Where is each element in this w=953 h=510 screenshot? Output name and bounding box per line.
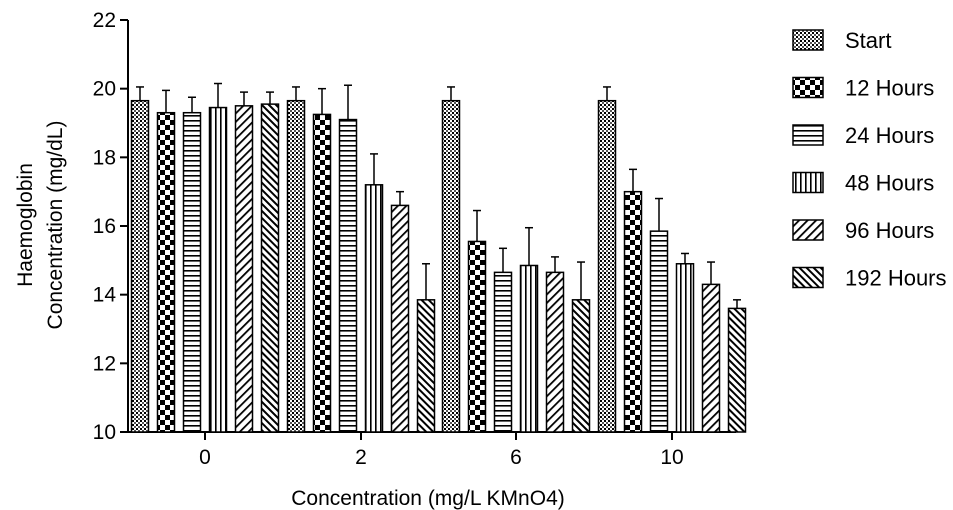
legend-swatch: [792, 266, 824, 289]
legend-item: 192 Hours: [792, 266, 947, 291]
bar: [130, 99, 150, 433]
error-bar: [266, 91, 274, 105]
y-tick-label: 14: [93, 284, 117, 307]
error-bar: [447, 86, 455, 101]
bar: [727, 307, 747, 433]
x-tick-label: 0: [199, 446, 211, 469]
bar: [390, 204, 410, 433]
error-bar: [473, 209, 481, 242]
y-tick-label: 22: [93, 9, 116, 32]
ticks-layer: 10 12 14 16 18 20 22 0 2 6 10: [93, 9, 684, 469]
error-bar: [603, 86, 611, 101]
legend-label: Start: [845, 28, 891, 53]
bar: [182, 111, 202, 433]
legend-swatch: [792, 219, 824, 241]
error-bar: [162, 89, 170, 113]
error-bar: [240, 91, 248, 106]
x-axis-title: Concentration (mg/L KMnO4): [291, 487, 565, 510]
legend-item: 12 Hours: [792, 76, 934, 101]
legend-swatch: [792, 76, 824, 99]
bar: [623, 190, 643, 433]
legend-item: 96 Hours: [792, 218, 934, 243]
legend-label: 24 Hours: [845, 123, 934, 148]
error-bar: [551, 256, 559, 273]
legend-label: 96 Hours: [845, 218, 934, 243]
error-bar: [707, 261, 715, 285]
bar: [545, 271, 565, 433]
bar: [156, 111, 176, 433]
error-bars-layer: [136, 82, 741, 309]
bar: [675, 263, 695, 433]
bar: [364, 184, 384, 433]
legend-item: 48 Hours: [792, 171, 934, 196]
bar: [493, 271, 513, 433]
error-bar: [681, 252, 689, 264]
legend-item: Start: [792, 28, 891, 53]
bar: [234, 105, 254, 433]
bar: [649, 230, 669, 433]
bar: [441, 99, 461, 433]
error-bar: [370, 153, 378, 185]
y-tick-label: 16: [93, 215, 116, 238]
error-bar: [577, 261, 585, 300]
bar: [571, 299, 591, 433]
error-bar: [396, 190, 404, 206]
error-bar: [318, 87, 326, 115]
error-bar: [655, 197, 663, 232]
y-tick-label: 20: [93, 78, 116, 101]
legend-label: 12 Hours: [845, 76, 934, 101]
x-tick-label: 6: [510, 446, 522, 469]
bar: [519, 264, 539, 433]
error-bar: [733, 299, 741, 309]
error-bar: [188, 96, 196, 113]
error-bar: [214, 82, 222, 108]
error-bar: [344, 84, 352, 120]
bar: [260, 103, 280, 433]
bar: [701, 283, 721, 433]
legend: Start 12 Hours 24 Hours 48 Hours 96 Hours 192…: [792, 28, 947, 291]
legend-label: 192 Hours: [845, 266, 947, 291]
error-bar: [629, 168, 637, 192]
bar: [312, 113, 332, 433]
y-tick-label: 10: [93, 421, 116, 444]
y-axis-title-line-1: Haemoglobin: [14, 163, 37, 287]
bar: [338, 118, 358, 433]
error-bar: [136, 86, 144, 101]
legend-swatch: [792, 29, 824, 51]
bar: [597, 99, 617, 433]
y-tick-label: 18: [93, 146, 116, 169]
bar: [467, 240, 487, 433]
legend-label: 48 Hours: [845, 171, 934, 196]
error-bar: [525, 226, 533, 266]
error-bar: [292, 86, 300, 101]
error-bar: [499, 247, 507, 273]
error-bar: [422, 263, 430, 300]
bars-layer: [130, 99, 747, 433]
bar: [208, 106, 228, 433]
x-tick-label: 2: [355, 446, 367, 469]
legend-swatch: [792, 124, 824, 146]
bar: [416, 299, 436, 433]
y-axis-title-line-2: Concentration (mg/dL): [44, 121, 67, 330]
x-tick-label: 10: [660, 446, 683, 469]
bar: [286, 99, 306, 433]
legend-swatch: [792, 171, 824, 194]
y-axis-title: Haemoglobin Concentration (mg/dL): [14, 121, 67, 330]
y-tick-label: 12: [93, 352, 116, 375]
legend-item: 24 Hours: [792, 123, 934, 148]
